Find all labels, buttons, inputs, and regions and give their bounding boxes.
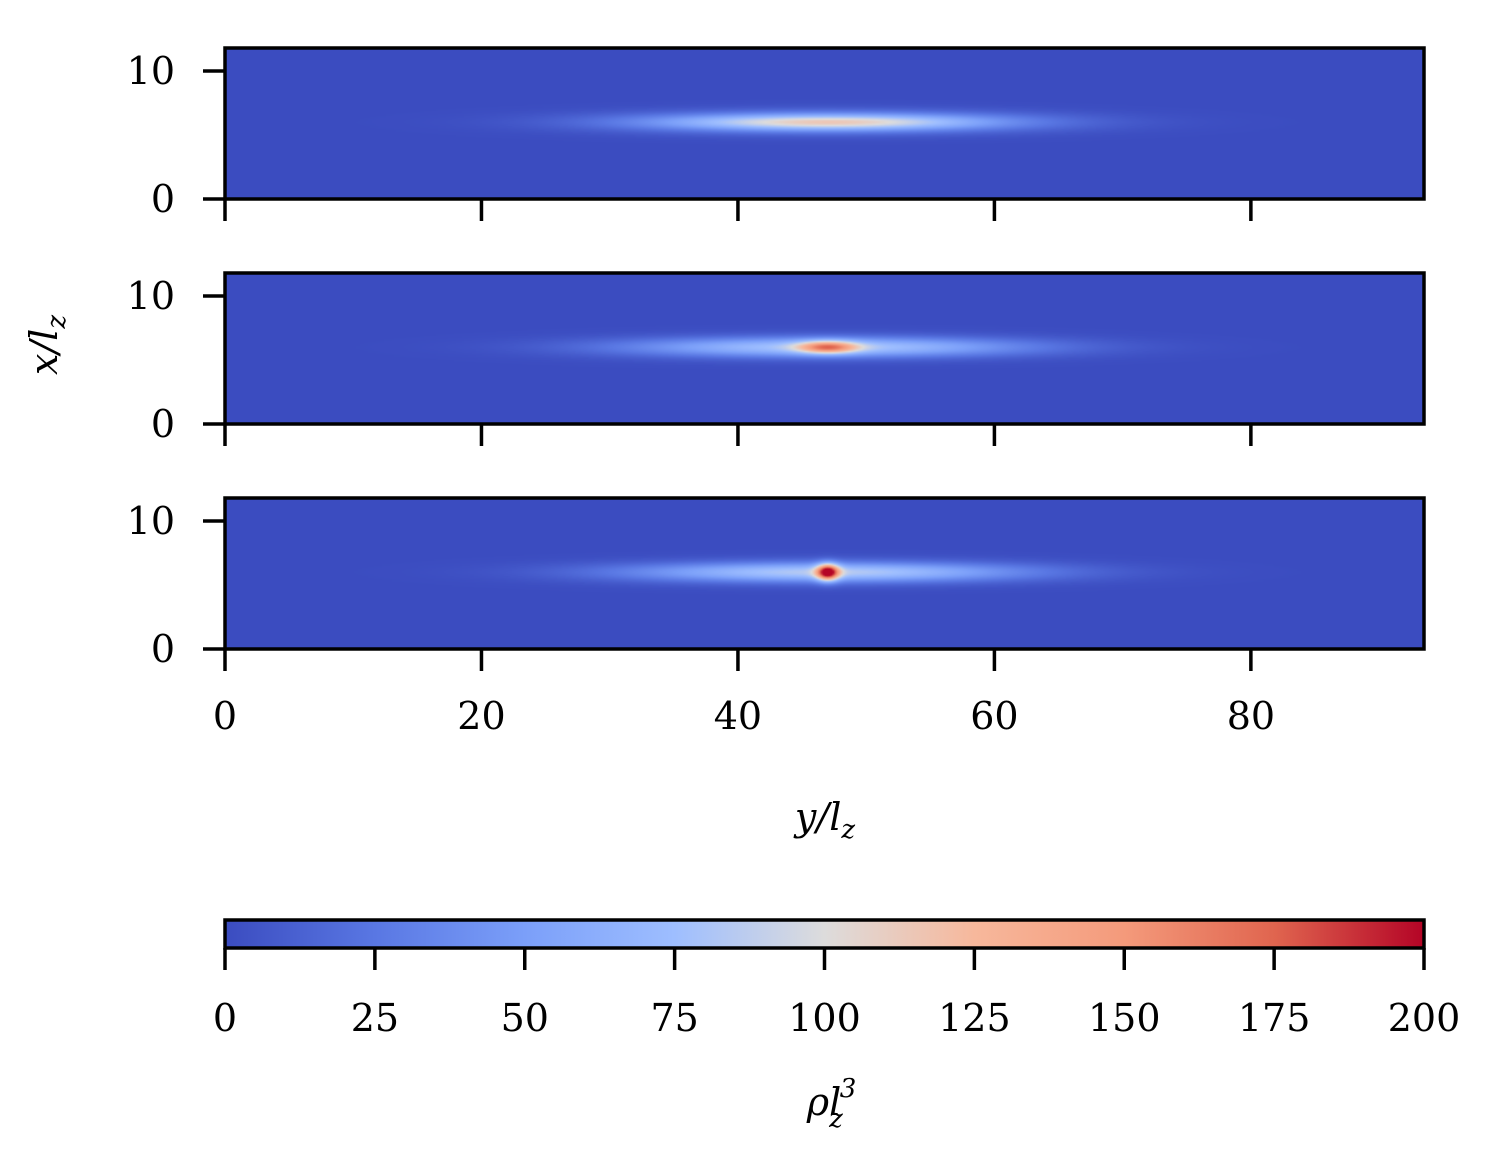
colorbar-tick-label: 50 (501, 996, 549, 1040)
colorbar-ticks: 0 25 50 75 100 125 150 175 200 (213, 948, 1460, 1040)
colorbar-tick-label: 75 (650, 996, 698, 1040)
colorbar-tick-label: 0 (213, 996, 237, 1040)
colorbar-gradient (223, 918, 1426, 950)
y-tick-label: 10 (127, 49, 175, 93)
panel-3: 0 20 40 60 80 0 10 (127, 496, 1426, 738)
colorbar-tick-label: 100 (788, 996, 861, 1040)
y-tick-label: 10 (127, 274, 175, 318)
colorbar-tick-label: 125 (938, 996, 1011, 1040)
colorbar-tick-label: 25 (351, 996, 399, 1040)
panel-frame (223, 496, 1426, 651)
colorbar-tick-label: 200 (1388, 996, 1461, 1040)
x-tick-label: 40 (714, 694, 762, 738)
x-tick-label: 80 (1227, 694, 1275, 738)
colorbar-tick-label: 150 (1088, 996, 1161, 1040)
heatmap-image (225, 48, 1424, 199)
heatmap-image (225, 273, 1424, 424)
y-tick-label: 10 (127, 499, 175, 543)
panel-2: 0 10 (127, 271, 1426, 446)
colorbar-tick-label: 175 (1238, 996, 1311, 1040)
y-tick-label: 0 (151, 402, 175, 446)
x-tick-label: 60 (970, 694, 1018, 738)
heatmap-panels: 0 10 0 10 0 20 40 60 80 0 10 (127, 46, 1426, 738)
x-tick-label: 20 (457, 694, 505, 738)
colorbar: 0 25 50 75 100 125 150 175 200 ρl3 z (213, 918, 1460, 1134)
colorbar-label: ρl3 z (806, 1074, 857, 1134)
y-tick-label: 0 (151, 627, 175, 671)
y-tick-label: 0 (151, 177, 175, 221)
panel-1: 0 10 (127, 46, 1426, 221)
x-axis-label: y/lz (793, 795, 855, 845)
heatmap-image (225, 498, 1424, 649)
panel-frame (223, 46, 1426, 201)
panel-frame (223, 271, 1426, 426)
x-tick-label: 0 (213, 694, 237, 738)
y-axis-label: x/lz (22, 315, 72, 375)
